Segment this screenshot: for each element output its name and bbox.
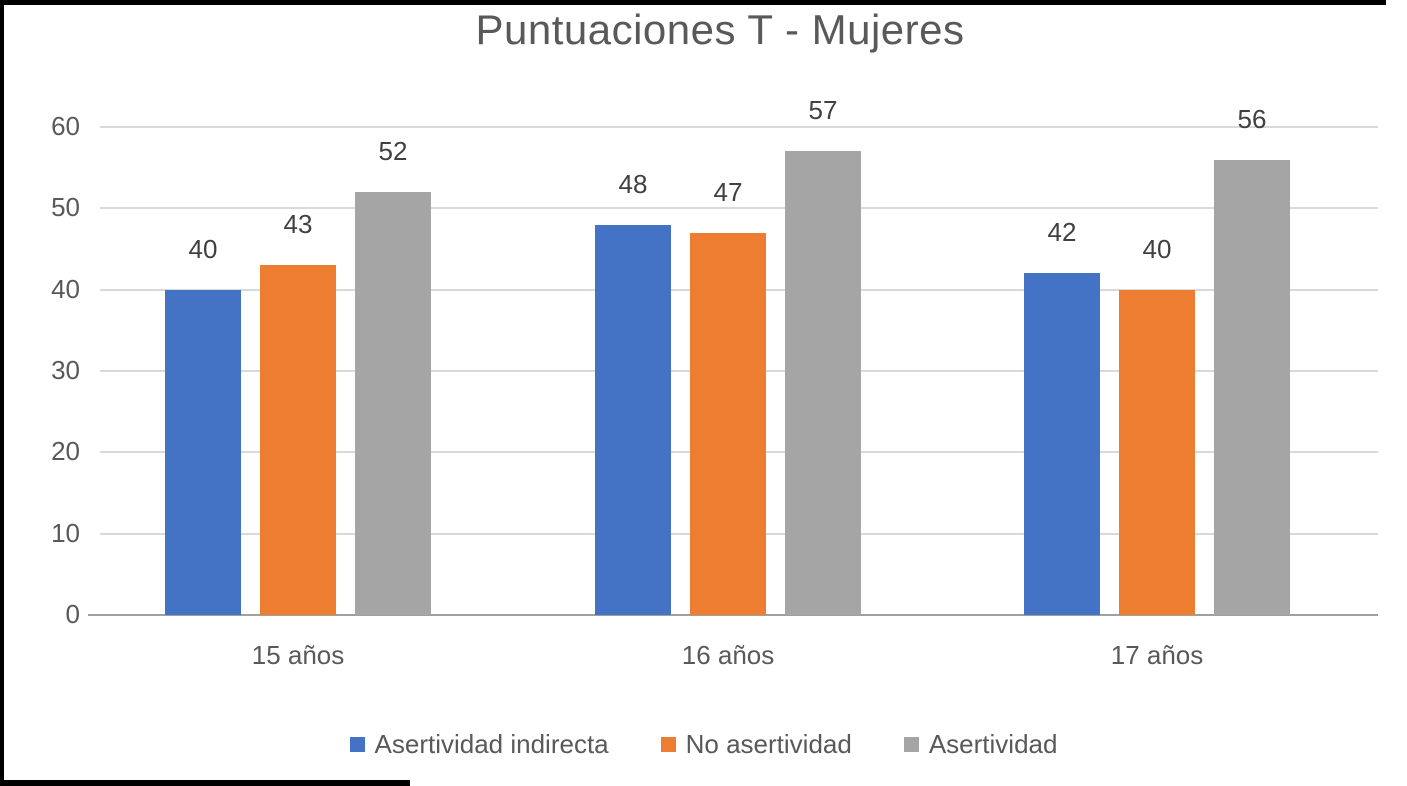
chart-title: Puntuaciones T - Mujeres xyxy=(475,6,965,53)
bar-asertividad-17-anos xyxy=(1214,159,1290,615)
data-label-no-asertividad-15-anos: 43 xyxy=(283,209,313,240)
legend-swatch-icon xyxy=(660,737,676,752)
y-axis-tick-20: 20 xyxy=(51,436,80,467)
x-axis-label-17-anos: 17 años xyxy=(1110,640,1204,670)
bar-asertividad-indirecta-16-anos xyxy=(595,224,671,615)
bar-asertividad-15-anos xyxy=(355,192,431,615)
frame-border-top xyxy=(0,0,1386,5)
legend-item-asertividad: Asertividad xyxy=(903,729,1058,760)
frame-border-left xyxy=(0,0,4,786)
data-label-no-asertividad-17-anos: 40 xyxy=(1142,233,1172,264)
y-axis-tick-40: 40 xyxy=(51,273,80,304)
data-label-asertividad-indirecta-17-anos: 42 xyxy=(1047,217,1077,248)
y-axis-tick-30: 30 xyxy=(51,354,80,385)
y-axis-tick-10: 10 xyxy=(51,517,80,548)
frame-border-bottom xyxy=(0,780,410,786)
bar-asertividad-indirecta-17-anos xyxy=(1024,273,1100,615)
bar-no-asertividad-15-anos xyxy=(260,265,336,615)
y-axis-tick-0: 0 xyxy=(65,598,80,629)
legend-item-no-asertividad: No asertividad xyxy=(660,729,852,760)
chart-legend: Asertividad indirecta No asertividad Asert… xyxy=(0,729,1407,760)
bar-no-asertividad-16-anos xyxy=(690,232,766,615)
bar-no-asertividad-17-anos xyxy=(1119,289,1195,615)
data-label-asertividad-indirecta-16-anos: 48 xyxy=(618,168,648,199)
bar-asertividad-indirecta-15-anos xyxy=(165,289,241,615)
gridline-60 xyxy=(100,126,1378,128)
legend-label: No asertividad xyxy=(685,729,852,759)
legend-item-asertividad-indirecta: Asertividad indirecta xyxy=(349,729,609,760)
y-axis-tick-50: 50 xyxy=(51,192,80,223)
data-label-asertividad-17-anos: 56 xyxy=(1237,103,1267,134)
bar-asertividad-16-anos xyxy=(785,151,861,615)
data-label-asertividad-indirecta-15-anos: 40 xyxy=(188,233,218,264)
data-label-asertividad-16-anos: 57 xyxy=(808,95,838,126)
x-axis-label-16-anos: 16 años xyxy=(681,640,775,670)
gridline-50 xyxy=(100,207,1378,210)
legend-label: Asertividad indirecta xyxy=(374,729,609,759)
x-axis-label-15-anos: 15 años xyxy=(251,640,345,670)
x-axis-line xyxy=(88,614,1378,616)
data-label-no-asertividad-16-anos: 47 xyxy=(713,176,743,207)
legend-label: Asertividad xyxy=(928,729,1058,759)
data-label-asertividad-15-anos: 52 xyxy=(378,136,408,167)
legend-swatch-icon xyxy=(903,737,919,752)
y-axis-tick-60: 60 xyxy=(51,110,80,141)
legend-swatch-icon xyxy=(349,737,365,752)
